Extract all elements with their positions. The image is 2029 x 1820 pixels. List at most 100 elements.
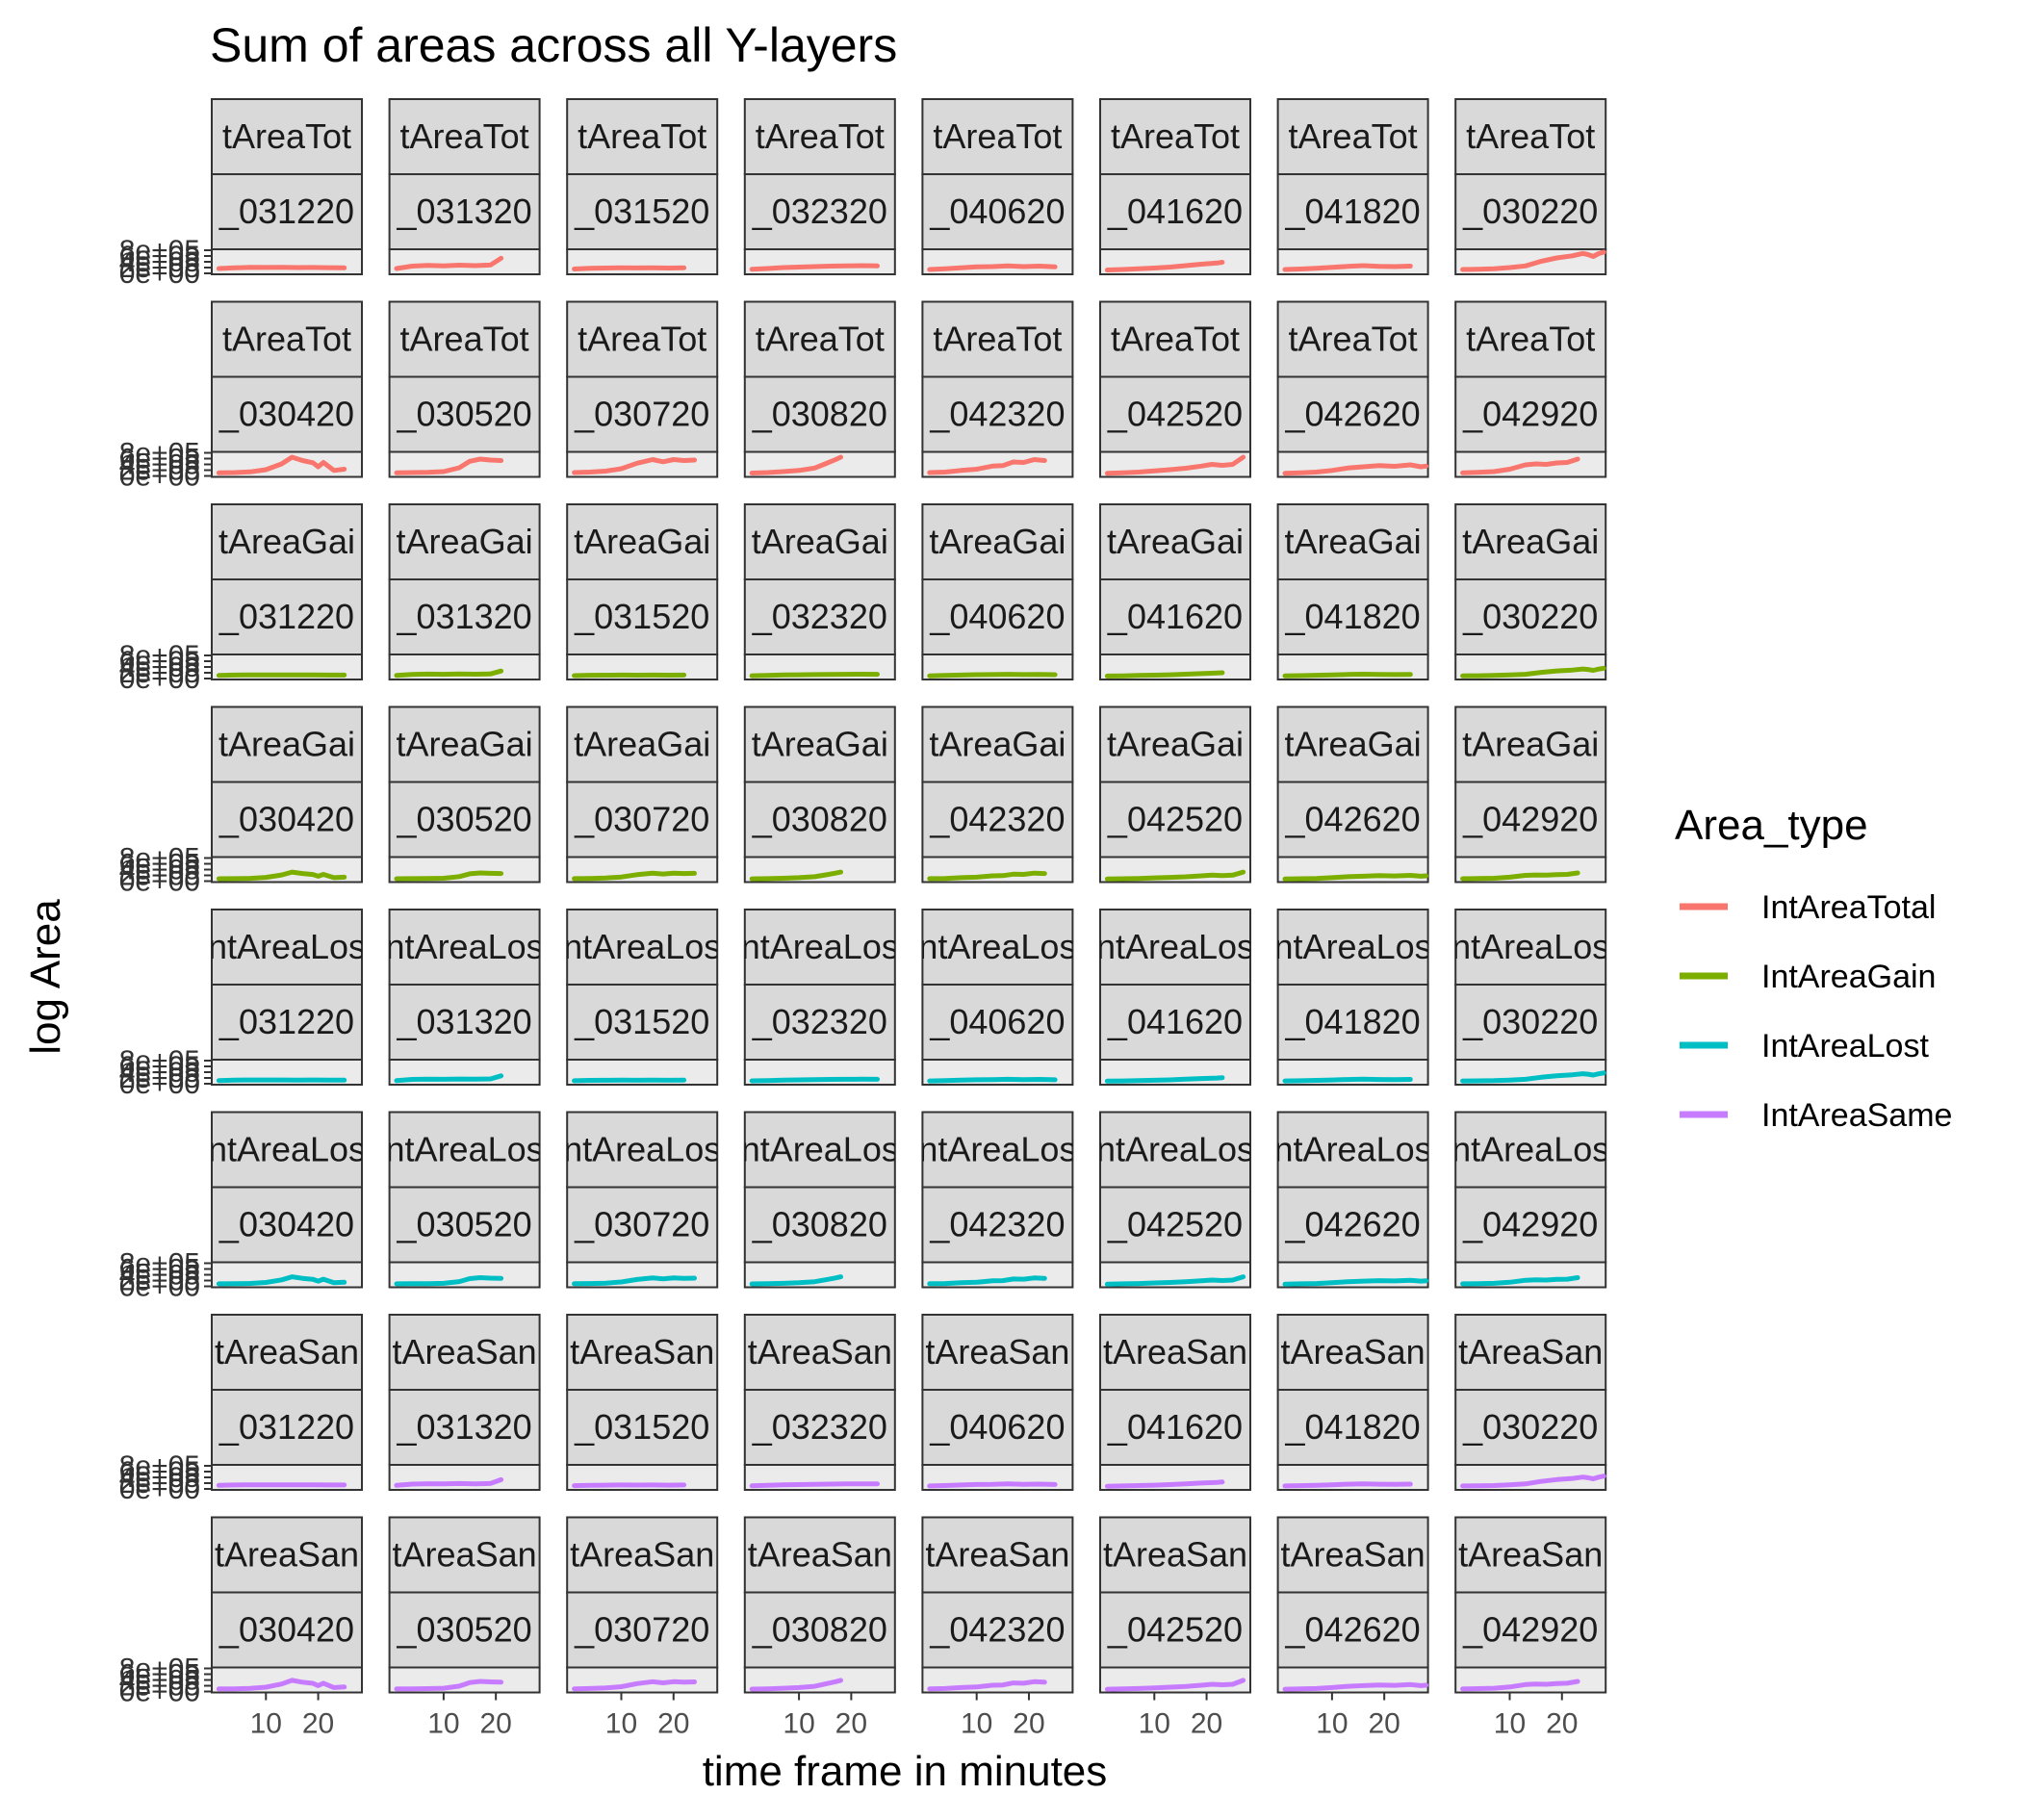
facet-panel: tAreaTot _030520: [388, 300, 541, 478]
y-tick-label: 0e+00: [119, 461, 200, 493]
y-tick-label: 4e+05: [119, 1260, 200, 1292]
facet-strip-label: _040620: [929, 597, 1065, 636]
facet-strip-label: ntAreaLos: [741, 1130, 899, 1169]
x-axis-label: time frame in minutes: [703, 1748, 1108, 1795]
facet-panels: 0e+002e+054e+056e+058e+05tAreaTot_031220…: [119, 98, 1607, 1708]
y-axis-label: log Area: [22, 899, 69, 1055]
series-line: [572, 1275, 697, 1287]
facet-panel: ntAreaLos _042320: [921, 1111, 1074, 1289]
series-line: [1282, 1076, 1413, 1084]
facet-panel: ntAreaLos _040620: [921, 909, 1074, 1086]
facet-panel: tAreaGai _042920: [1454, 705, 1607, 884]
series-line: [1460, 1275, 1580, 1287]
facet-strip-area-type: [211, 909, 363, 986]
facet-strip-sample: [1099, 1591, 1251, 1669]
series-line: [1282, 263, 1413, 272]
y-tick-label: 4e+05: [119, 1057, 200, 1089]
facet-strip-label: _041820: [1285, 1407, 1421, 1447]
facet-strip-label: _030720: [574, 1610, 709, 1650]
facet-strip-sample: [566, 375, 719, 453]
facet-strip-area-type: [1099, 909, 1251, 986]
facet-panel: tAreaSan _030820: [743, 1516, 896, 1694]
series-line: [927, 457, 1047, 475]
facet-strip-sample: [566, 1186, 719, 1264]
legend-label: IntAreaLost: [1761, 1028, 1929, 1064]
y-tick-label: 0e+00: [119, 1068, 200, 1100]
facet-strip-label: tAreaGai: [1107, 725, 1244, 764]
facet-panel: ntAreaLos _030220: [1454, 909, 1607, 1086]
facet-strip-label: _031320: [397, 597, 532, 636]
facet-strip-label: _030220: [1462, 1407, 1598, 1447]
facet-strip-area-type: [388, 1516, 541, 1594]
y-tick-label: 6e+05: [119, 849, 200, 881]
facet-strip-label: _032320: [752, 597, 887, 636]
facet-strip-sample: [1276, 781, 1429, 859]
facet-strip-label: tAreaTot: [1289, 116, 1418, 156]
facet-strip-sample: [1454, 173, 1607, 250]
series-line: [216, 1077, 347, 1084]
y-tick-label: 2e+05: [119, 1266, 200, 1297]
facet-strip-label: tAreaTot: [578, 116, 706, 156]
facet-strip-label: ntAreaLos: [563, 1130, 721, 1169]
facet-panel: tAreaTot _030420: [211, 300, 363, 478]
facet-strip-area-type: [388, 1314, 541, 1391]
facet-strip-label: tAreaSan: [570, 1535, 714, 1575]
facet-strip-label: ntAreaLos: [1274, 927, 1432, 966]
series-line: [394, 1275, 504, 1287]
facet-strip-area-type: [1099, 705, 1251, 783]
facet-panel: tAreaGai _030220: [1454, 503, 1607, 680]
facet-strip-label: ntAreaLos: [386, 927, 544, 966]
facet-strip-label: _030820: [752, 1205, 887, 1244]
facet-panel: tAreaSan _040620: [921, 1314, 1074, 1491]
series-line: [1460, 870, 1580, 882]
facet-strip-sample: [1454, 578, 1607, 655]
facet-strip-area-type: [1454, 98, 1607, 175]
facet-strip-label: tAreaGai: [218, 522, 355, 561]
facet-strip-label: _042920: [1462, 395, 1598, 434]
facet-strip-area-type: [566, 300, 719, 378]
y-tick-label: 2e+05: [119, 1671, 200, 1703]
x-tick-label: 10: [961, 1708, 992, 1740]
y-tick-label: 4e+05: [119, 246, 200, 278]
facet-strip-area-type: [921, 909, 1074, 986]
facet-strip-sample: [743, 1186, 896, 1264]
facet-strip-label: _030420: [218, 1610, 354, 1650]
series-line: [749, 1678, 843, 1692]
facet-strip-sample: [921, 1186, 1074, 1264]
y-tick-label: 2e+05: [119, 657, 200, 689]
facet-strip-label: _042320: [929, 1205, 1065, 1244]
facet-strip-area-type: [921, 98, 1074, 175]
facet-strip-label: _030520: [397, 1610, 532, 1650]
facet-strip-sample: [1099, 984, 1251, 1061]
x-tick-label: 20: [1013, 1708, 1044, 1740]
facet-strip-label: tAreaTot: [1289, 320, 1418, 359]
facet-strip-label: tAreaSan: [1281, 1535, 1425, 1575]
series-line: [394, 456, 504, 475]
facet-panel: tAreaGai _030820: [743, 705, 896, 884]
series-line: [572, 457, 697, 475]
facet-strip-label: tAreaSan: [215, 1535, 359, 1575]
series-line: [1104, 869, 1246, 882]
x-tick-label: 20: [835, 1708, 867, 1740]
facet-strip-label: tAreaGai: [752, 522, 888, 561]
x-tick-label: 10: [1316, 1708, 1348, 1740]
facet-strip-sample: [921, 578, 1074, 655]
facet-strip-label: ntAreaLos: [208, 927, 366, 966]
facet-strip-label: _040620: [929, 192, 1065, 231]
y-tick-label: 6e+05: [119, 1659, 200, 1691]
facet-strip-label: tAreaTot: [400, 116, 529, 156]
facet-strip-sample: [743, 375, 896, 453]
facet-strip-label: _042520: [1107, 1610, 1243, 1650]
facet-panel: tAreaTot _032320: [743, 98, 896, 275]
facet-strip-label: _030220: [1462, 192, 1598, 231]
y-tick-label: 0e+00: [119, 866, 200, 898]
series-line: [1104, 1678, 1246, 1692]
y-tick-label: 4e+05: [119, 1665, 200, 1697]
series-line: [1282, 1681, 1429, 1692]
facet-panel: tAreaSan _030520: [388, 1516, 541, 1694]
facet-panel: tAreaGai _032320: [743, 503, 896, 680]
facet-strip-sample: [1454, 781, 1607, 859]
facet-strip-label: tAreaSan: [748, 1535, 892, 1575]
facet-strip-label: ntAreaLos: [563, 927, 721, 966]
